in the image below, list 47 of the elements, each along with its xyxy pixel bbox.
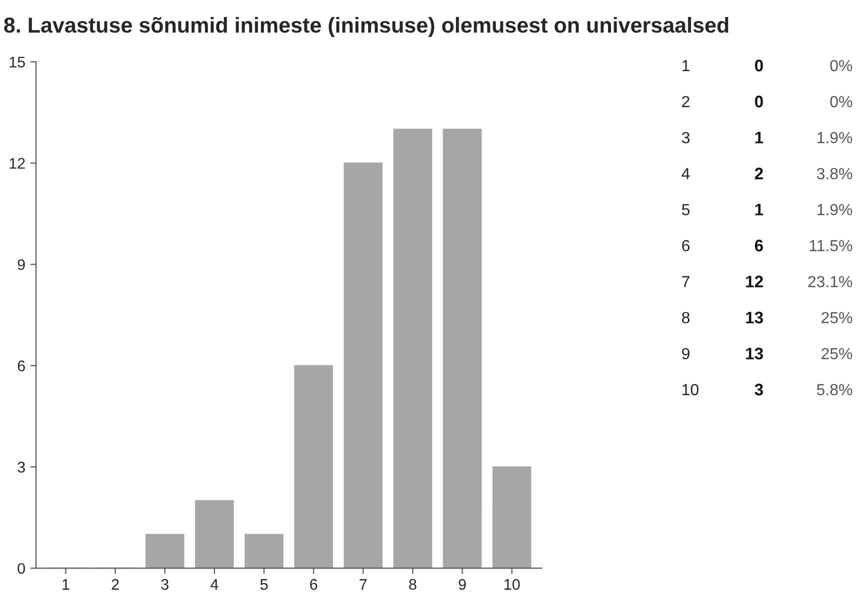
chart-title: 8. Lavastuse sõnumid inimeste (inimsuse) olemusest on universaalsed [4, 16, 728, 38]
category-label: 7 [682, 276, 690, 288]
text: 1.9% [818, 204, 852, 216]
text: 5.8% [816, 384, 852, 396]
text: 13 [746, 348, 763, 360]
category-label: 10 [682, 384, 698, 396]
category-label: 6 [754, 240, 763, 252]
category-label: 5 [682, 204, 690, 216]
text: 6 [682, 240, 690, 252]
text: 1 [755, 132, 764, 144]
x-tick-label: 7 [360, 579, 367, 590]
x-tick-label: 3 [161, 579, 168, 590]
x-tick-label: 10 [504, 579, 520, 590]
text: 0% [830, 60, 852, 72]
text: 13 [746, 312, 763, 324]
x-tick-label: 1 [62, 579, 70, 590]
x-tick-label: 4 [210, 579, 218, 590]
x-tick-label: 5 [260, 579, 268, 590]
text: 1 [682, 60, 690, 72]
x-tick-label: 8 [409, 579, 416, 590]
text: 3.8% [816, 168, 852, 180]
category-label: 8 [682, 312, 690, 324]
x-tick-label: 6 [310, 579, 318, 590]
text: 25% [822, 348, 852, 360]
text: 0 [754, 96, 763, 108]
y-tick-label: 0 [18, 563, 25, 574]
text: 0% [830, 96, 852, 108]
x-tick-label: 9 [458, 579, 466, 590]
y-tick-label: 3 [18, 462, 25, 473]
text: 1 [755, 204, 764, 216]
category-label: 9 [682, 348, 690, 360]
y-tick-label: 6 [18, 360, 25, 372]
text: 2 [754, 168, 763, 180]
text: 3 [682, 132, 690, 144]
text: 1.9% [818, 132, 852, 144]
text: 23.1% [808, 276, 852, 288]
category-label: 3 [754, 384, 763, 396]
y-tick-label: 15 [10, 56, 25, 68]
text: 12 [746, 276, 763, 288]
text: 25% [822, 312, 852, 324]
text: 2 [682, 96, 690, 108]
y-tick-label: 12 [10, 158, 25, 169]
text: 0 [754, 60, 763, 72]
x-tick-label: 2 [112, 579, 119, 590]
text: 11.5% [810, 240, 852, 252]
category-label: 4 [682, 168, 690, 180]
y-tick-label: 9 [18, 259, 25, 270]
